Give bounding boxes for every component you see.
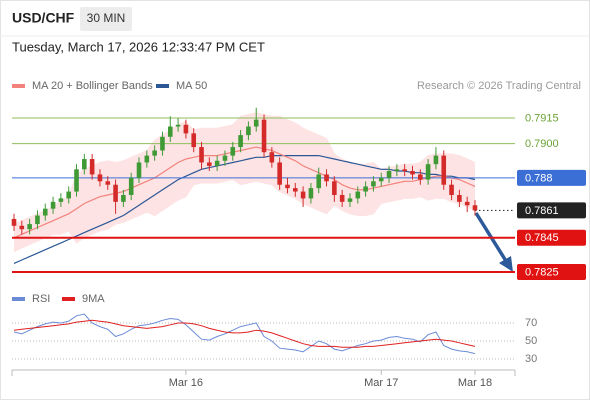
level-box [517, 202, 586, 219]
legend-swatch [62, 297, 75, 301]
candle-body [222, 155, 228, 161]
candle-body [371, 181, 376, 187]
candle-body [230, 147, 236, 156]
ma-line [13, 146, 476, 239]
y-tick-label: 50 [525, 335, 537, 347]
candle-body [378, 177, 384, 182]
candle-body [464, 201, 470, 206]
legend-swatch [156, 84, 169, 88]
candle-body [42, 208, 48, 216]
candle-body [97, 174, 103, 182]
candle-body [105, 181, 111, 185]
candle-body [347, 198, 353, 202]
candle-body [300, 191, 306, 199]
candle-body [410, 171, 415, 175]
candle-body [472, 205, 478, 211]
candle-body [332, 181, 337, 195]
candle-body [449, 184, 454, 195]
candle-body [246, 126, 251, 136]
candle-body [50, 201, 56, 209]
symbol: USD/CHF [12, 10, 75, 26]
candle-body [27, 224, 32, 230]
candle-body [121, 194, 126, 202]
level-box [517, 263, 586, 280]
x-tick-label: Mar 18 [458, 377, 492, 389]
level-box [517, 169, 586, 186]
candle-body [418, 174, 423, 180]
candle-body [58, 198, 64, 202]
candle-body [19, 225, 25, 230]
candle-body [355, 191, 361, 199]
candle-body [207, 162, 212, 166]
y-tick-label: 70 [525, 317, 537, 329]
candle-body [253, 119, 259, 127]
timeframe[interactable]: 30 MIN [87, 11, 126, 25]
candle-body [11, 218, 17, 226]
timestamp: Tuesday, March 17, 2026 12:33:47 PM CET [12, 39, 265, 54]
level-box [517, 229, 586, 246]
candle-body [292, 188, 298, 192]
candle-body [136, 162, 142, 178]
y-tick-label: 30 [525, 353, 537, 365]
legend-label: RSI [32, 293, 50, 305]
level-label: 0.7825 [525, 266, 559, 278]
timeframe-tab[interactable] [80, 7, 132, 31]
candle-body [261, 119, 267, 153]
candle-body [82, 159, 87, 170]
bollinger-band [14, 112, 475, 252]
candle-body [441, 155, 447, 185]
candle-body [425, 164, 431, 180]
candle-body [316, 174, 322, 189]
level-label: 0.7861 [525, 205, 559, 217]
bollinger-lower [13, 179, 476, 252]
candle-body [152, 150, 157, 156]
level-label: 0.7915 [525, 112, 559, 124]
candle-body [308, 188, 314, 199]
candle-body [394, 169, 400, 172]
candle-body [128, 177, 134, 195]
candle-body [238, 135, 243, 148]
legend-label: 9MA [82, 293, 105, 305]
level-label: 0.7845 [525, 232, 559, 244]
candle-body [269, 152, 275, 163]
candle-body [277, 162, 282, 185]
legend-swatch [12, 297, 25, 301]
candle-body [175, 124, 181, 127]
legend-label: MA 50 [176, 80, 207, 92]
candle-body [191, 133, 197, 148]
candle-body [183, 124, 189, 134]
credit: Research © 2026 Trading Central [417, 80, 581, 92]
candle-body [433, 155, 439, 165]
candle-body [339, 194, 345, 202]
rsi-line [13, 319, 476, 348]
forecast-arrowhead [499, 256, 513, 272]
x-tick-label: Mar 17 [364, 377, 398, 389]
candle-body [386, 171, 392, 178]
candle-body [285, 184, 290, 189]
candle-body [199, 147, 204, 163]
candle-body [144, 155, 150, 163]
level-label: 0.7900 [525, 138, 559, 150]
candle-body [402, 169, 407, 172]
level-label: 0.788 [525, 172, 553, 184]
candle-body [74, 169, 79, 192]
candle-body [324, 174, 329, 182]
candle-body [113, 184, 118, 202]
rsi-line [13, 313, 476, 355]
candle-body [66, 191, 71, 199]
candle-body [35, 215, 40, 225]
legend-swatch [12, 84, 25, 88]
candle-body [457, 194, 462, 202]
candle-body [167, 126, 173, 137]
x-tick-label: Mar 16 [169, 377, 203, 389]
candle-body [363, 186, 368, 192]
candle-body [160, 136, 165, 151]
legend-label: MA 20 + Bollinger Bands [32, 80, 153, 92]
candle-body [214, 160, 220, 166]
candle-body [89, 159, 95, 175]
